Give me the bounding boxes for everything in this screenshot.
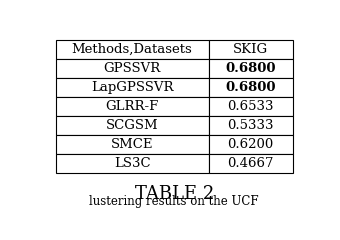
Text: TABLE 2: TABLE 2 [135,185,214,203]
Text: lustering results on the UCF: lustering results on the UCF [89,195,259,208]
